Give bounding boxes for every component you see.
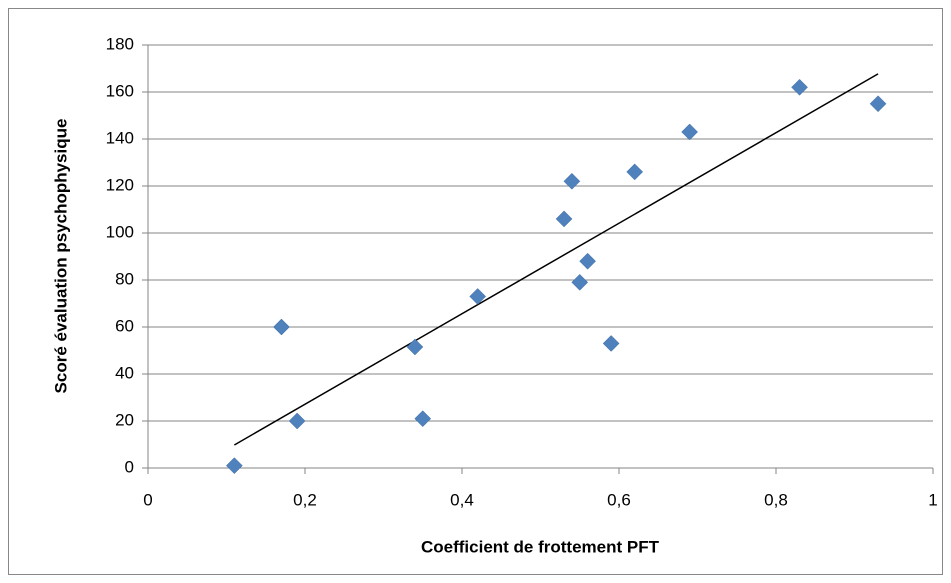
y-tick-label: 180: [106, 34, 134, 53]
y-tick-label: 140: [106, 128, 134, 147]
y-axis-title: Scoré évaluation psychophysique: [51, 119, 70, 394]
y-tick-label: 160: [106, 81, 134, 100]
y-tick-label: 60: [115, 316, 134, 335]
point: [288, 412, 306, 430]
y-tick-label: 100: [106, 222, 134, 241]
point: [571, 273, 589, 291]
point: [555, 210, 573, 228]
point: [414, 410, 432, 428]
y-tick-label: 20: [115, 410, 134, 429]
x-tick-label: 0,2: [293, 490, 317, 509]
point: [563, 172, 581, 190]
y-tick-label: 120: [106, 175, 134, 194]
x-tick-label: 0: [143, 490, 152, 509]
point: [626, 163, 644, 181]
x-axis-title: Coefficient de frottement PFT: [421, 537, 660, 556]
y-tick-label: 0: [125, 457, 134, 476]
x-tick-label: 0,8: [764, 490, 788, 509]
point: [273, 318, 290, 336]
x-tick-label: 1: [928, 490, 937, 509]
trendline: [233, 73, 879, 446]
x-tick-label: 0,4: [450, 490, 474, 509]
point: [406, 338, 424, 356]
x-tick-label: 0,6: [607, 490, 631, 509]
point: [869, 95, 887, 113]
point: [225, 457, 243, 475]
point: [681, 123, 699, 141]
point: [602, 335, 620, 352]
point: [791, 78, 808, 96]
point: [579, 252, 596, 270]
point: [469, 288, 487, 305]
y-tick-label: 40: [115, 363, 134, 382]
y-tick-label: 80: [115, 269, 134, 288]
